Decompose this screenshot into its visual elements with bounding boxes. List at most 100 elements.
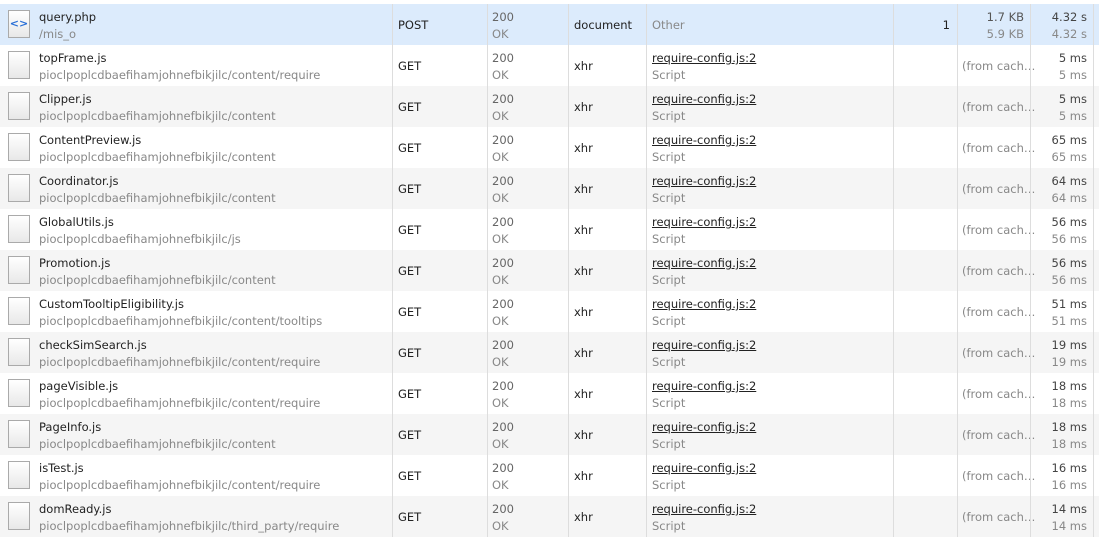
type: xhr <box>574 510 593 524</box>
table-row[interactable]: checkSimSearch.js pioclpoplcdbaefihamjoh… <box>0 332 1099 373</box>
initiator-link[interactable]: require-config.js:2 <box>652 297 757 311</box>
cell: require-config.js:2 Script <box>646 86 893 127</box>
table-row[interactable]: ContentPreview.js pioclpoplcdbaefihamjoh… <box>0 127 1099 168</box>
request-name[interactable]: Promotion.js <box>39 256 111 270</box>
initiator-type: Script <box>652 68 686 82</box>
cell: GET <box>392 291 487 332</box>
cell: Other <box>646 4 893 45</box>
cell: require-config.js:2 Script <box>646 455 893 496</box>
latency: 5 ms <box>1058 109 1087 123</box>
initiator-link[interactable]: require-config.js:2 <box>652 256 757 270</box>
cell: 56 ms 56 ms <box>1030 250 1093 291</box>
initiator-link[interactable]: require-config.js:2 <box>652 338 757 352</box>
request-name[interactable]: checkSimSearch.js <box>39 338 147 352</box>
latency: 5 ms <box>1058 68 1087 82</box>
cell <box>1093 4 1099 45</box>
cell: GET <box>392 373 487 414</box>
table-row[interactable]: <> query.php /mis_o POST 200 OK document Oth… <box>0 4 1099 45</box>
cell: xhr <box>568 45 646 86</box>
request-name[interactable]: isTest.js <box>39 461 84 475</box>
latency: 18 ms <box>1051 396 1087 410</box>
table-row[interactable]: CustomTooltipEligibility.js pioclpoplcdb… <box>0 291 1099 332</box>
cell: 200 OK <box>487 455 568 496</box>
file-icon <box>8 51 30 79</box>
cell <box>893 86 957 127</box>
table-row[interactable]: isTest.js pioclpoplcdbaefihamjohnefbikji… <box>0 455 1099 496</box>
file-icon <box>8 215 30 243</box>
request-name[interactable]: GlobalUtils.js <box>39 215 114 229</box>
initiator-type: Script <box>652 437 686 451</box>
table-row[interactable]: domReady.js pioclpoplcdbaefihamjohnefbik… <box>0 496 1099 537</box>
cell <box>893 168 957 209</box>
cell: require-config.js:2 Script <box>646 332 893 373</box>
initiator-link[interactable]: require-config.js:2 <box>652 51 757 65</box>
request-path: pioclpoplcdbaefihamjohnefbikjilc/content <box>39 273 276 287</box>
file-icon <box>8 502 30 530</box>
cell: (from cach… <box>957 45 1035 86</box>
cell <box>1093 168 1099 209</box>
status-code: 200 <box>492 256 514 270</box>
cell: 200 OK <box>487 496 568 537</box>
request-name[interactable]: query.php <box>39 10 97 24</box>
cell: xhr <box>568 455 646 496</box>
status-code: 200 <box>492 338 514 352</box>
table-row[interactable]: Promotion.js pioclpoplcdbaefihamjohnefbi… <box>0 250 1099 291</box>
cell <box>893 455 957 496</box>
request-name[interactable]: ContentPreview.js <box>39 133 142 147</box>
request-name[interactable]: PageInfo.js <box>39 420 102 434</box>
request-name[interactable]: pageVisible.js <box>39 379 119 393</box>
table-row[interactable]: GlobalUtils.js pioclpoplcdbaefihamjohnef… <box>0 209 1099 250</box>
request-name[interactable]: CustomTooltipEligibility.js <box>39 297 184 311</box>
cell: GET <box>392 250 487 291</box>
request-path: pioclpoplcdbaefihamjohnefbikjilc/js <box>39 232 241 246</box>
document-icon: <> <box>8 10 30 38</box>
table-row[interactable]: Coordinator.js pioclpoplcdbaefihamjohnef… <box>0 168 1099 209</box>
table-row[interactable]: Clipper.js pioclpoplcdbaefihamjohnefbikj… <box>0 86 1099 127</box>
type: xhr <box>574 182 593 196</box>
request-path: pioclpoplcdbaefihamjohnefbikjilc/content… <box>39 68 321 82</box>
status-code: 200 <box>492 174 514 188</box>
status-code: 200 <box>492 92 514 106</box>
type: xhr <box>574 469 593 483</box>
cell: document <box>568 4 646 45</box>
initiator-link[interactable]: require-config.js:2 <box>652 174 757 188</box>
cell: GET <box>392 496 487 537</box>
file-icon <box>8 256 30 284</box>
file-icon <box>8 174 30 202</box>
initiator-link[interactable]: require-config.js:2 <box>652 420 757 434</box>
initiator-link[interactable]: require-config.js:2 <box>652 502 757 516</box>
status-text: OK <box>492 314 509 328</box>
time: 16 ms <box>1051 461 1087 475</box>
latency: 14 ms <box>1051 519 1087 533</box>
method: GET <box>398 346 422 360</box>
table-row[interactable]: topFrame.js pioclpoplcdbaefihamjohnefbik… <box>0 45 1099 86</box>
size: (from cach… <box>962 223 1036 237</box>
cell: (from cach… <box>957 332 1035 373</box>
initiator-link[interactable]: require-config.js:2 <box>652 92 757 106</box>
cell: xhr <box>568 209 646 250</box>
initiator-type: Script <box>652 191 686 205</box>
type: document <box>574 18 633 32</box>
cell: 14 ms 14 ms <box>1030 496 1093 537</box>
status-text: OK <box>492 232 509 246</box>
latency: 4.32 s <box>1051 27 1087 41</box>
cell: 200 OK <box>487 332 568 373</box>
cell: (from cach… <box>957 496 1035 537</box>
table-row[interactable]: PageInfo.js pioclpoplcdbaefihamjohnefbik… <box>0 414 1099 455</box>
cell: 200 OK <box>487 127 568 168</box>
cell: xhr <box>568 291 646 332</box>
cell: 200 OK <box>487 86 568 127</box>
status-text: OK <box>492 109 509 123</box>
cell: <> query.php /mis_o <box>0 4 392 45</box>
initiator-link[interactable]: require-config.js:2 <box>652 379 757 393</box>
request-name[interactable]: Coordinator.js <box>39 174 119 188</box>
initiator-link[interactable]: require-config.js:2 <box>652 461 757 475</box>
status-text: OK <box>492 396 509 410</box>
initiator-link[interactable]: require-config.js:2 <box>652 133 757 147</box>
request-name[interactable]: domReady.js <box>39 502 112 516</box>
request-name[interactable]: Clipper.js <box>39 92 92 106</box>
request-name[interactable]: topFrame.js <box>39 51 107 65</box>
initiator-link[interactable]: require-config.js:2 <box>652 215 757 229</box>
method: POST <box>398 18 429 32</box>
table-row[interactable]: pageVisible.js pioclpoplcdbaefihamjohnef… <box>0 373 1099 414</box>
